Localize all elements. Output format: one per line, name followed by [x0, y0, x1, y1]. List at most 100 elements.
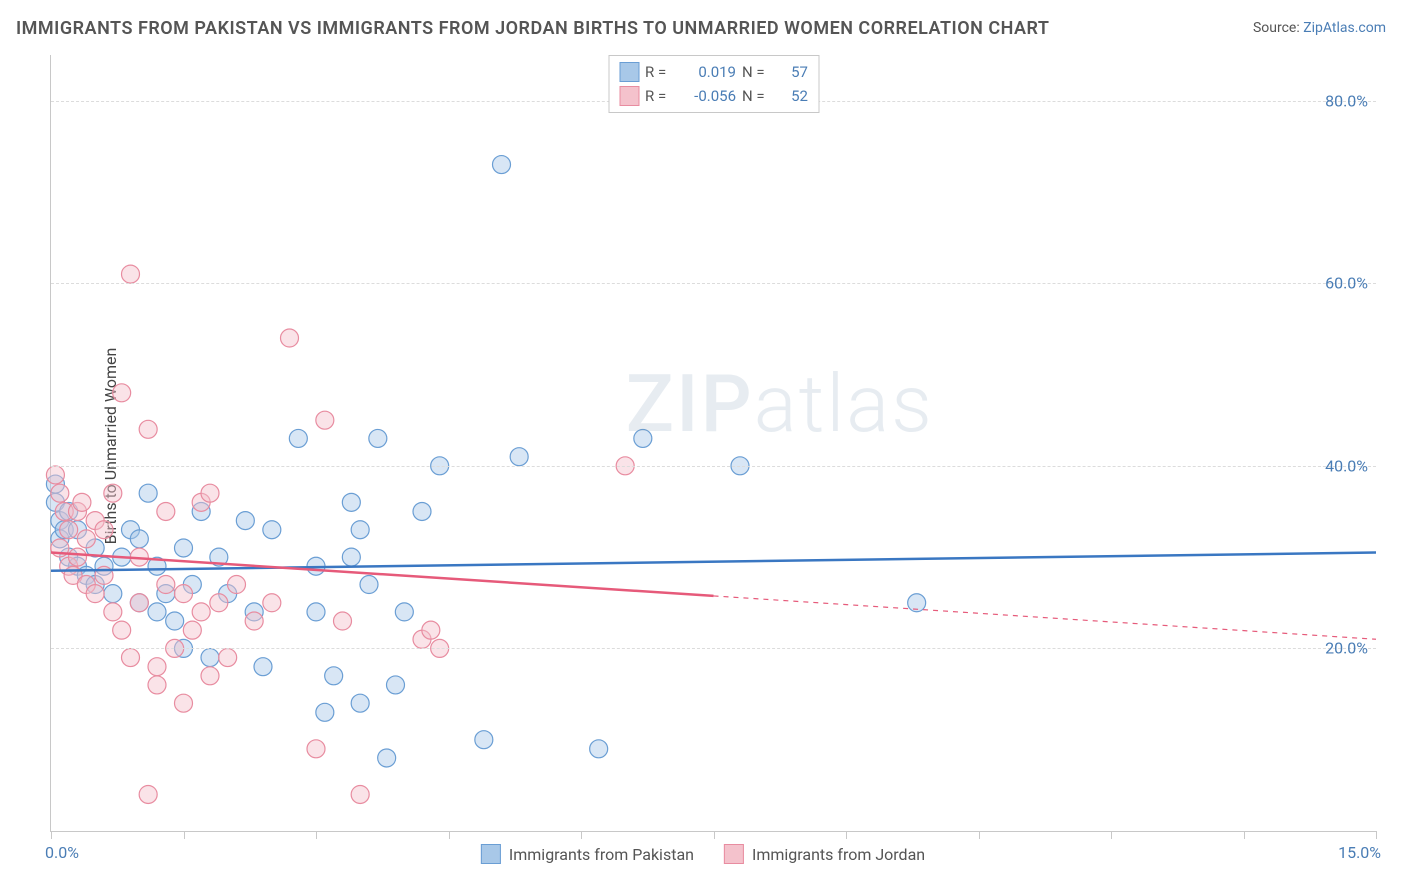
data-point	[201, 649, 219, 667]
data-point	[122, 649, 140, 667]
data-point	[77, 530, 95, 548]
data-point	[395, 603, 413, 621]
r-value-pakistan: 0.019	[681, 63, 736, 81]
x-tick	[581, 831, 582, 839]
data-point	[325, 667, 343, 685]
n-value-pakistan: 57	[778, 63, 808, 81]
data-point	[422, 621, 440, 639]
data-point	[634, 429, 652, 447]
data-point	[104, 603, 122, 621]
y-tick-label: 40.0%	[1325, 456, 1368, 475]
data-point	[510, 448, 528, 466]
data-point	[201, 484, 219, 502]
data-point	[148, 603, 166, 621]
n-label: N =	[742, 63, 772, 81]
trend-line-extrapolated	[714, 596, 1377, 639]
data-point	[316, 411, 334, 429]
data-point	[590, 740, 608, 758]
x-tick	[184, 831, 185, 839]
data-point	[148, 676, 166, 694]
data-point	[360, 576, 378, 594]
x-tick	[846, 831, 847, 839]
data-point	[201, 667, 219, 685]
data-point	[139, 484, 157, 502]
data-point	[316, 703, 334, 721]
data-point	[139, 785, 157, 803]
trend-line	[51, 553, 1376, 571]
data-point	[192, 603, 210, 621]
data-point	[69, 548, 87, 566]
y-tick-label: 20.0%	[1325, 639, 1368, 658]
r-label: R =	[645, 63, 675, 81]
x-axis-min-label: 0.0%	[45, 843, 79, 862]
source-link[interactable]: ZipAtlas.com	[1303, 20, 1386, 36]
data-point	[60, 521, 78, 539]
x-tick	[1376, 831, 1377, 839]
legend-row-pakistan: R = 0.019 N = 57	[619, 60, 808, 84]
chart-plot-area: R = 0.019 N = 57 R = -0.056 N = 52 ZIPat…	[50, 55, 1376, 832]
data-point	[289, 429, 307, 447]
source-attribution: Source: ZipAtlas.com	[1253, 20, 1386, 36]
source-label: Source:	[1253, 20, 1300, 36]
data-point	[86, 585, 104, 603]
data-point	[130, 594, 148, 612]
x-tick	[1111, 831, 1112, 839]
data-point	[148, 658, 166, 676]
r-label: R =	[645, 87, 675, 105]
data-point	[104, 585, 122, 603]
gridline	[51, 283, 1376, 284]
data-point	[228, 576, 246, 594]
data-point	[413, 502, 431, 520]
data-point	[166, 612, 184, 630]
chart-title: IMMIGRANTS FROM PAKISTAN VS IMMIGRANTS F…	[16, 18, 1049, 39]
data-point	[236, 512, 254, 530]
y-tick-label: 80.0%	[1325, 91, 1368, 110]
data-point	[351, 521, 369, 539]
n-value-jordan: 52	[778, 87, 808, 105]
x-tick	[979, 831, 980, 839]
x-tick	[51, 831, 52, 839]
data-point	[307, 740, 325, 758]
data-point	[254, 658, 272, 676]
scatter-svg	[51, 55, 1376, 831]
data-point	[334, 612, 352, 630]
data-point	[210, 594, 228, 612]
y-tick-label: 60.0%	[1325, 274, 1368, 293]
data-point	[351, 785, 369, 803]
x-tick	[714, 831, 715, 839]
data-point	[342, 548, 360, 566]
legend-item-pakistan: Immigrants from Pakistan	[481, 844, 694, 864]
data-point	[387, 676, 405, 694]
data-point	[369, 429, 387, 447]
data-point	[175, 585, 193, 603]
data-point	[493, 156, 511, 174]
trend-line	[51, 553, 714, 596]
data-point	[175, 694, 193, 712]
data-point	[122, 265, 140, 283]
n-label: N =	[742, 87, 772, 105]
data-point	[113, 384, 131, 402]
legend-row-jordan: R = -0.056 N = 52	[619, 84, 808, 108]
data-point	[73, 493, 91, 511]
data-point	[263, 594, 281, 612]
x-tick	[449, 831, 450, 839]
series-legend: Immigrants from Pakistan Immigrants from…	[481, 844, 925, 864]
data-point	[113, 621, 131, 639]
legend-label-jordan: Immigrants from Jordan	[752, 845, 925, 864]
data-point	[104, 484, 122, 502]
data-point	[139, 420, 157, 438]
correlation-legend: R = 0.019 N = 57 R = -0.056 N = 52	[608, 55, 819, 113]
data-point	[351, 694, 369, 712]
data-point	[95, 521, 113, 539]
swatch-pakistan	[481, 844, 501, 864]
data-point	[378, 749, 396, 767]
data-point	[475, 731, 493, 749]
data-point	[307, 603, 325, 621]
swatch-pakistan	[619, 62, 639, 82]
data-point	[157, 502, 175, 520]
swatch-jordan	[724, 844, 744, 864]
data-point	[130, 530, 148, 548]
data-point	[51, 484, 69, 502]
swatch-jordan	[619, 86, 639, 106]
x-tick	[1244, 831, 1245, 839]
